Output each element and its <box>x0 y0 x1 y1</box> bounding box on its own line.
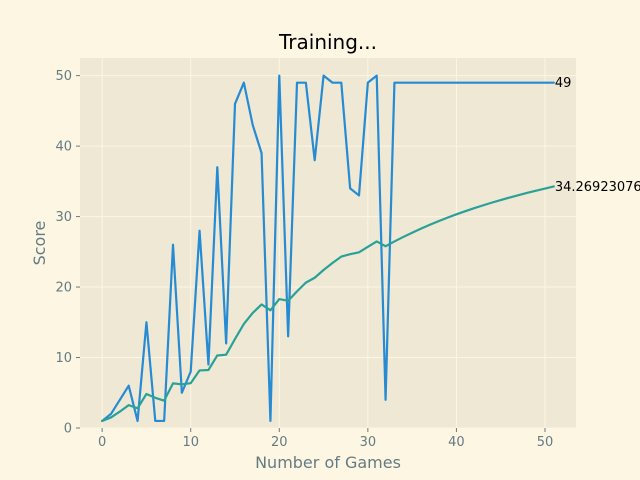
y-tick-label: 50 <box>55 69 72 84</box>
y-tick-label: 10 <box>55 351 72 366</box>
grid <box>80 58 576 429</box>
end-label-scores: 49 <box>555 76 572 91</box>
series-lines <box>101 74 555 423</box>
x-tick-label: 30 <box>360 435 377 450</box>
x-tick-label: 50 <box>537 435 554 450</box>
chart-title: Training... <box>278 30 377 54</box>
plot-area <box>80 58 576 428</box>
end-labels: 49 34.26923076 <box>555 76 640 195</box>
end-label-mean_scores: 34.26923076 <box>555 180 640 195</box>
series-line-mean_scores <box>101 185 555 423</box>
series-line-scores <box>101 74 555 423</box>
x-tick-label: 20 <box>271 435 288 450</box>
y-tick-label: 40 <box>55 140 72 155</box>
y-tick-label: 0 <box>64 422 72 437</box>
x-tick-label: 0 <box>98 435 106 450</box>
x-tick-label: 40 <box>448 435 465 450</box>
axis-ticks: 0 10 20 30 40 50 0 10 20 30 40 50 <box>55 69 553 450</box>
y-tick-label: 30 <box>55 210 72 225</box>
x-tick-label: 10 <box>182 435 199 450</box>
y-tick-label: 20 <box>55 281 72 296</box>
x-axis-label: Number of Games <box>255 453 401 472</box>
y-axis-label: Score <box>30 221 49 266</box>
